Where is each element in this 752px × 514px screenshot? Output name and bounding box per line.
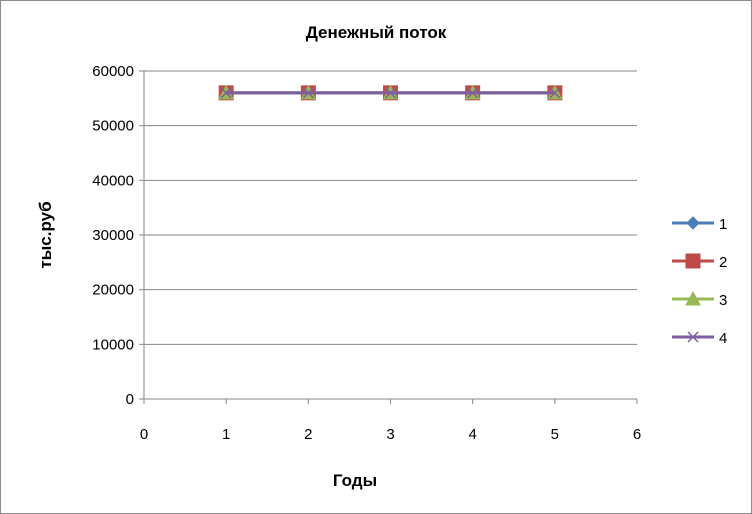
- marker-stroke: [220, 87, 232, 99]
- x-tick-label: 2: [304, 426, 312, 443]
- axes: [139, 70, 638, 404]
- marker-stroke: [687, 331, 699, 343]
- series-4: [220, 87, 561, 99]
- x-tick-label: 1: [222, 426, 230, 443]
- y-tick-label: 40000: [92, 172, 134, 189]
- y-tick-labels: 0 10000 20000 30000 40000 50000 60000: [92, 63, 134, 408]
- legend-label: 1: [719, 216, 727, 233]
- legend-label: 2: [719, 254, 727, 271]
- y-tick-label: 20000: [92, 282, 134, 299]
- x-tick-label: 0: [140, 426, 148, 443]
- legend-item-2: 2: [672, 253, 727, 271]
- legend-label: 3: [719, 292, 727, 309]
- data-point: [467, 87, 479, 99]
- x-axis-label: Годы: [333, 471, 377, 490]
- legend-label: 4: [719, 330, 727, 347]
- x-tick-label: 5: [551, 426, 559, 443]
- legend-marker: [685, 253, 701, 269]
- legend-item-4: 4: [672, 330, 727, 347]
- gridlines: [144, 70, 637, 345]
- data-point: [549, 87, 561, 99]
- marker-stroke: [384, 87, 397, 99]
- x-tick-label: 6: [633, 426, 641, 443]
- y-tick-label: 60000: [92, 63, 134, 80]
- y-tick-label: 50000: [92, 118, 134, 135]
- data-point: [384, 87, 397, 99]
- chart-title: Денежный поток: [306, 23, 447, 42]
- y-axis-label: тыс.руб: [36, 201, 55, 268]
- x-tick-label: 4: [468, 426, 476, 443]
- marker-stroke: [302, 87, 314, 99]
- legend-marker: [685, 290, 701, 306]
- marker-stroke: [549, 87, 561, 99]
- legend-marker: [686, 216, 700, 230]
- y-tick-label: 10000: [92, 336, 134, 353]
- legend: 1 2 3 4: [672, 216, 727, 347]
- data-point: [220, 87, 232, 99]
- legend-item-1: 1: [672, 216, 727, 233]
- legend-marker: [687, 331, 699, 343]
- data-point: [302, 87, 314, 99]
- y-tick-label: 0: [126, 391, 134, 408]
- legend-item-3: 3: [672, 290, 727, 309]
- y-tick-label: 30000: [92, 227, 134, 244]
- series-group: [218, 84, 563, 101]
- marker-stroke: [467, 87, 479, 99]
- x-tick-label: 3: [386, 426, 394, 443]
- x-tick-labels: 0 1 2 3 4 5 6: [140, 426, 641, 443]
